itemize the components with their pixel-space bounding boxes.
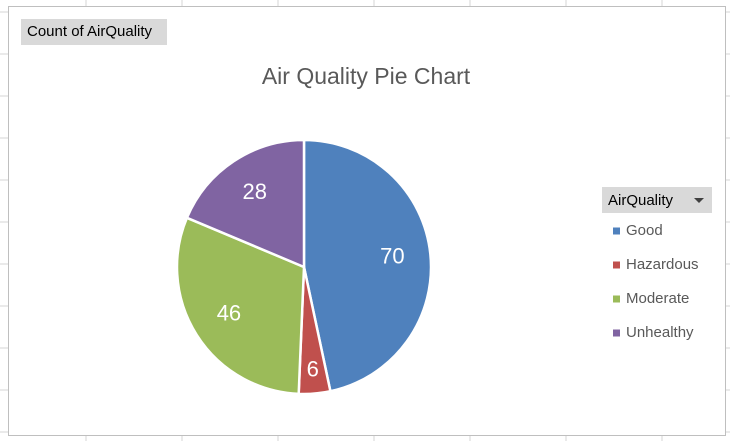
data-label: 6 <box>307 357 319 382</box>
legend-title[interactable]: AirQuality <box>608 192 674 209</box>
legend-filter-button[interactable] <box>602 187 712 213</box>
field-button[interactable] <box>21 19 167 45</box>
legend-marker <box>613 295 620 303</box>
legend-marker <box>613 227 620 235</box>
dropdown-arrow[interactable] <box>694 198 704 203</box>
legend-marker <box>613 261 620 269</box>
legend-label: Unhealthy <box>626 324 694 341</box>
pie-slice <box>185 138 306 269</box>
field-button-label[interactable]: Count of AirQuality <box>27 23 153 40</box>
data-label: 70 <box>380 244 404 269</box>
legend-label: Good <box>626 222 663 239</box>
pie-slice <box>175 216 306 396</box>
legend-label: Hazardous <box>626 256 699 273</box>
data-label: 46 <box>217 300 241 325</box>
pie-slice <box>302 138 433 393</box>
legend-label: Moderate <box>626 290 689 307</box>
chart-title: Air Quality Pie Chart <box>262 63 471 89</box>
legend-marker <box>613 329 620 337</box>
data-label: 28 <box>243 179 267 204</box>
